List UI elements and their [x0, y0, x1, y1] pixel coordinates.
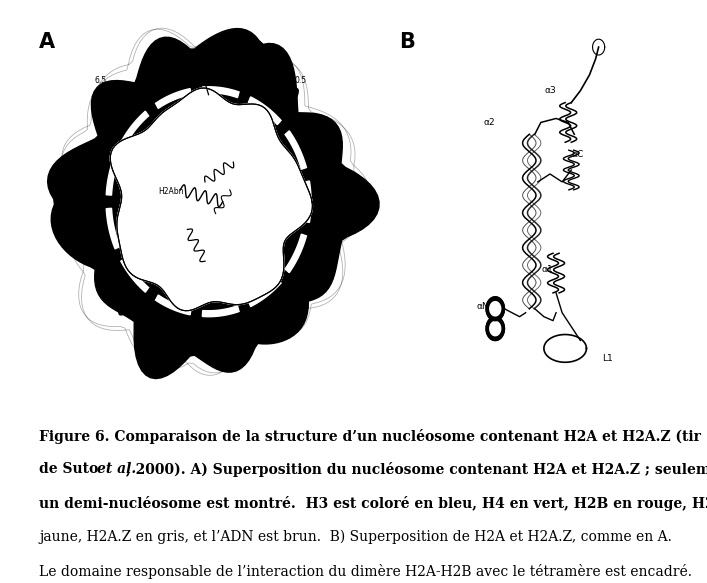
- Text: Figure 6. Comparaison de la structure d’un nucléosome contenant H2A et H2A.Z (ti: Figure 6. Comparaison de la structure d’…: [39, 429, 701, 444]
- Polygon shape: [156, 89, 191, 108]
- Polygon shape: [201, 326, 245, 352]
- Text: L1: L1: [602, 354, 613, 363]
- Polygon shape: [106, 154, 120, 195]
- Text: jaune, H2A.Z en gris, et l’ADN est brun.  B) Superposition de H2A et H2A.Z, comm: jaune, H2A.Z en gris, et l’ADN est brun.…: [39, 530, 672, 545]
- Polygon shape: [121, 258, 148, 292]
- Polygon shape: [490, 321, 501, 336]
- Polygon shape: [490, 301, 501, 316]
- Polygon shape: [257, 294, 298, 335]
- Polygon shape: [75, 210, 103, 259]
- Polygon shape: [110, 88, 312, 311]
- Polygon shape: [98, 89, 136, 134]
- Text: un demi-nucléosome est montré.  H3 est coloré en bleu, H4 en vert, H2B en rouge,: un demi-nucléosome est montré. H3 est co…: [39, 496, 707, 511]
- Text: α1: α1: [541, 265, 553, 273]
- Polygon shape: [156, 295, 191, 315]
- Polygon shape: [285, 131, 306, 169]
- Polygon shape: [202, 306, 239, 317]
- Polygon shape: [300, 115, 334, 163]
- Polygon shape: [257, 68, 298, 109]
- Text: 6.5: 6.5: [95, 76, 107, 85]
- Text: et al.: et al.: [97, 462, 136, 476]
- Polygon shape: [75, 145, 103, 194]
- Polygon shape: [285, 234, 306, 273]
- Text: B: B: [399, 32, 415, 52]
- Polygon shape: [110, 88, 312, 311]
- Text: αN: αN: [477, 302, 489, 311]
- Polygon shape: [144, 314, 187, 348]
- Text: H2Abn: H2Abn: [158, 187, 185, 196]
- Text: α5: α5: [163, 47, 173, 55]
- Polygon shape: [202, 87, 239, 97]
- Polygon shape: [248, 279, 281, 307]
- Polygon shape: [144, 55, 187, 90]
- Text: Le domaine responsable de l’interaction du dimère H2A-H2B avec le tétramère est : Le domaine responsable de l’interaction …: [39, 564, 692, 579]
- Text: A: A: [39, 32, 55, 52]
- Text: , 2000). A) Superposition du nucléosome contenant H2A et H2A.Z ; seulement: , 2000). A) Superposition du nucléosome …: [126, 462, 707, 477]
- Polygon shape: [486, 297, 504, 321]
- Text: 4.5: 4.5: [93, 255, 105, 264]
- Polygon shape: [304, 181, 311, 223]
- Polygon shape: [106, 208, 120, 249]
- Text: 2.5: 2.5: [316, 203, 327, 212]
- Polygon shape: [323, 177, 343, 227]
- Polygon shape: [121, 111, 148, 145]
- Text: 3.5: 3.5: [286, 289, 298, 297]
- Polygon shape: [486, 317, 504, 340]
- Text: α2: α2: [484, 118, 495, 127]
- Polygon shape: [98, 269, 136, 315]
- Polygon shape: [201, 51, 245, 77]
- Text: 0.5: 0.5: [294, 76, 307, 85]
- Polygon shape: [248, 97, 281, 125]
- Polygon shape: [300, 241, 334, 288]
- Text: 3.5: 3.5: [149, 314, 162, 323]
- Text: αC: αC: [571, 150, 583, 159]
- Text: 4.5: 4.5: [206, 324, 218, 333]
- Text: 1.5: 1.5: [316, 136, 327, 145]
- Polygon shape: [47, 29, 379, 378]
- Text: 5.5: 5.5: [88, 160, 100, 168]
- Text: de Suto: de Suto: [39, 462, 108, 476]
- Text: α3: α3: [544, 86, 556, 95]
